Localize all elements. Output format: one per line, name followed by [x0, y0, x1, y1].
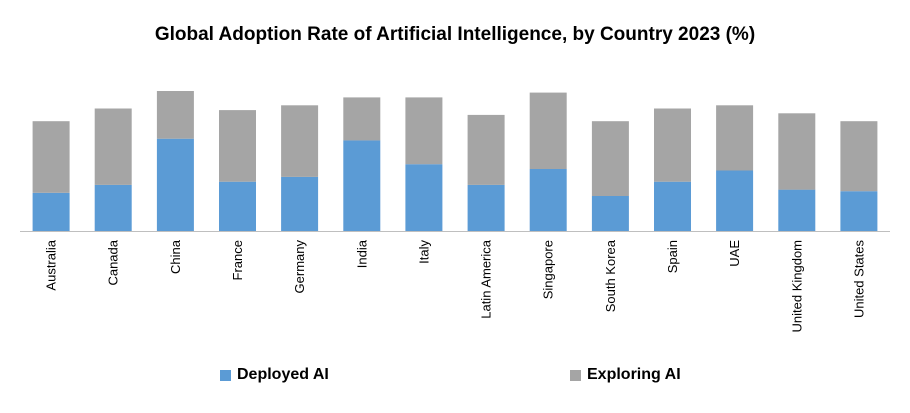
- bar-deployed-latin-america: [467, 184, 505, 231]
- tick-label-latin-america: Latin America: [479, 239, 494, 319]
- bar-exploring-china: [156, 91, 194, 139]
- tick-label-spain: Spain: [665, 240, 680, 273]
- legend-swatch-exploring: [570, 369, 581, 381]
- bar-deployed-india: [343, 140, 381, 231]
- tick-label-united-kingdom: United Kingdom: [789, 240, 804, 333]
- tick-label-australia: Australia: [44, 239, 59, 290]
- bar-exploring-france: [219, 110, 256, 182]
- bar-deployed-germany: [281, 176, 319, 231]
- bar-exploring-uae: [716, 105, 754, 171]
- bar-deployed-uae: [716, 170, 754, 231]
- bar-deployed-china: [156, 138, 194, 231]
- bar-deployed-canada: [94, 184, 132, 231]
- bar-exploring-singapore: [529, 92, 567, 169]
- bar-exploring-italy: [405, 97, 443, 165]
- bar-exploring-united-states: [840, 121, 878, 192]
- legend-item-deployed: Deployed AI: [220, 366, 329, 384]
- legend-item-exploring: Exploring AI: [570, 366, 681, 384]
- bar-exploring-united-kingdom: [778, 113, 816, 190]
- bar-exploring-spain: [654, 108, 691, 182]
- bar-exploring-india: [343, 97, 381, 141]
- bar-deployed-united-kingdom: [778, 189, 816, 231]
- tick-label-italy: Italy: [416, 240, 431, 264]
- bar-exploring-germany: [281, 105, 319, 177]
- tick-label-china: China: [168, 239, 183, 274]
- tick-label-india: India: [354, 239, 369, 268]
- legend-label-exploring: Exploring AI: [587, 366, 681, 383]
- legend-label-deployed: Deployed AI: [237, 366, 329, 383]
- tick-label-germany: Germany: [292, 240, 307, 294]
- tick-label-south-korea: South Korea: [603, 239, 618, 312]
- bar-deployed-singapore: [529, 169, 567, 231]
- chart-title: Global Adoption Rate of Artificial Intel…: [154, 24, 756, 45]
- bar-exploring-canada: [94, 108, 132, 185]
- x-tick-labels: Australia Canada China France Germany India It…: [44, 239, 867, 332]
- bar-deployed-france: [219, 181, 256, 231]
- bar-exploring-south-korea: [591, 121, 629, 196]
- bar-exploring-australia: [32, 121, 70, 193]
- tick-label-canada: Canada: [106, 239, 121, 285]
- legend: Deployed AI Exploring AI: [0, 366, 910, 390]
- tick-label-united-states: United States: [851, 240, 866, 319]
- tick-label-singapore: Singapore: [541, 240, 556, 299]
- bar-deployed-italy: [405, 164, 443, 231]
- bar-deployed-south-korea: [591, 196, 629, 231]
- tick-label-france: France: [230, 240, 245, 280]
- bars-group: [32, 91, 878, 231]
- legend-swatch-deployed: [220, 369, 231, 381]
- bar-deployed-spain: [654, 181, 691, 231]
- bar-deployed-united-states: [840, 191, 878, 231]
- bar-exploring-latin-america: [467, 114, 505, 185]
- bar-deployed-australia: [32, 192, 70, 231]
- tick-label-uae: UAE: [727, 240, 742, 267]
